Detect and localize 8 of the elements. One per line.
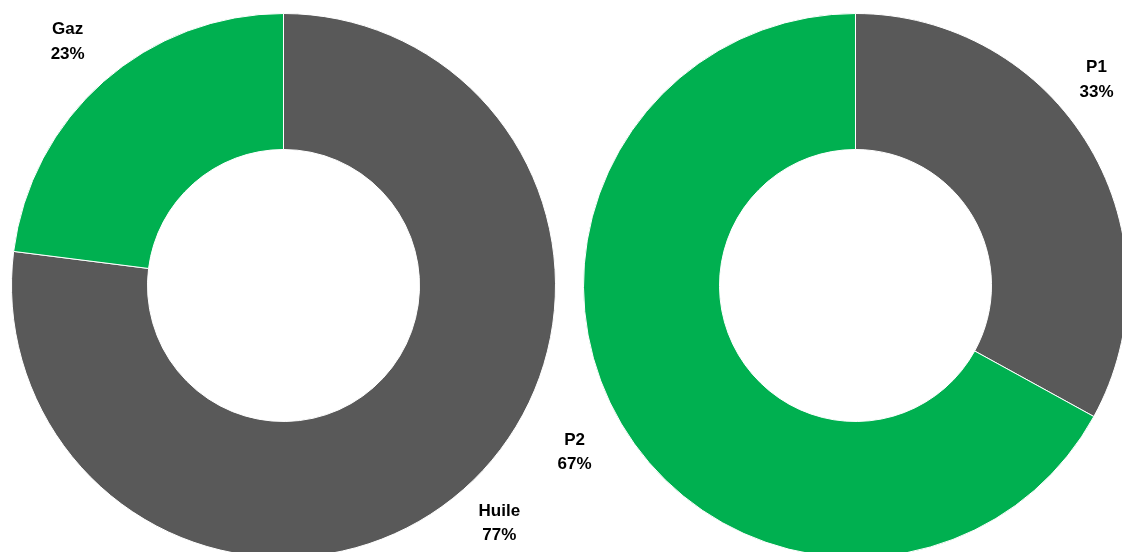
slice-label: Huile bbox=[478, 500, 521, 520]
data-label: 23% bbox=[50, 43, 85, 63]
data-label: 77% bbox=[482, 525, 517, 545]
data-label: 33% bbox=[1079, 82, 1114, 102]
data-label: 67% bbox=[557, 454, 592, 474]
slice-label: P2 bbox=[564, 429, 585, 449]
slice-label: P1 bbox=[1086, 57, 1107, 77]
slice-label: Gaz bbox=[52, 18, 84, 38]
